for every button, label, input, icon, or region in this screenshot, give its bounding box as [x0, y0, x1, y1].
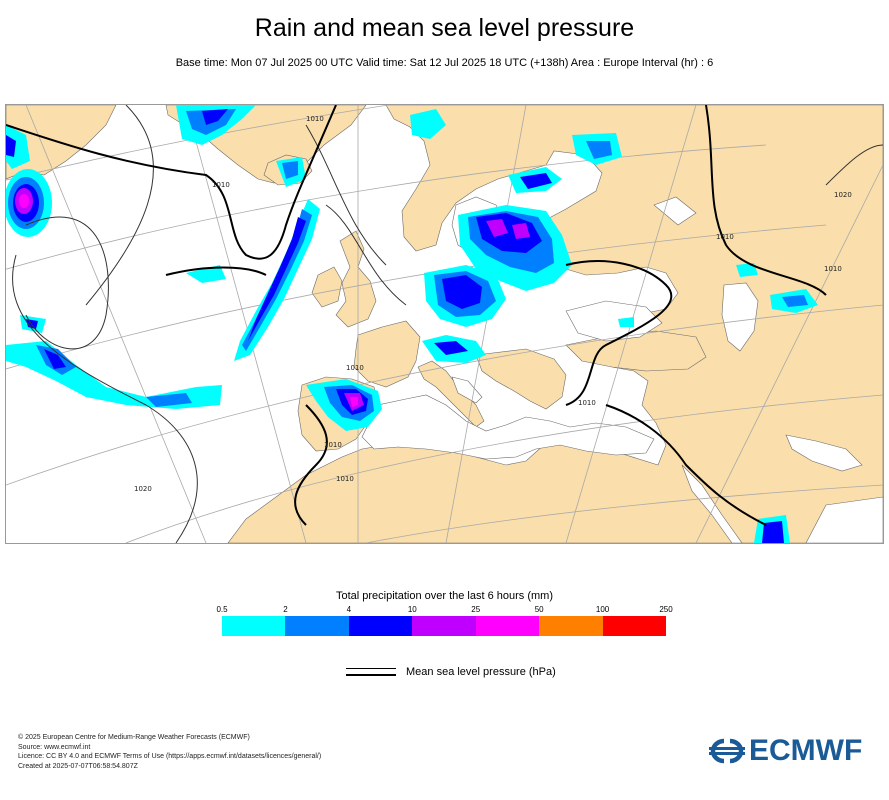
sea-black — [565, 300, 663, 342]
legend-color-segment — [602, 616, 666, 636]
legend-color-segment — [348, 616, 413, 636]
footer-created: Created at 2025-07-07T06:58:54.807Z — [18, 762, 138, 770]
precip-scandinavia — [410, 109, 446, 139]
legend-color-segment — [412, 616, 476, 636]
isobar-label: 1020 — [134, 485, 152, 493]
isobar-label: 1010 — [824, 265, 842, 273]
legend-color-segment — [222, 616, 286, 636]
legend-color-segment — [285, 616, 349, 636]
page-subtitle: Base time: Mon 07 Jul 2025 00 UTC Valid … — [175, 57, 714, 69]
legend-color-segment — [475, 616, 540, 636]
land-france — [353, 320, 421, 388]
precipitation — [6, 105, 818, 543]
isobar-label: 1010 — [306, 115, 324, 123]
legend-tick: 10 — [407, 605, 417, 614]
ecmwf-logo-icon — [709, 738, 745, 764]
legend-tick: 0.5 — [216, 605, 228, 614]
sea-caspian — [721, 282, 759, 352]
isobar-label: 1010 — [324, 441, 342, 449]
isobar-label: 1010 — [212, 181, 230, 189]
sea-red — [681, 464, 743, 543]
legend-colorbar — [222, 616, 666, 636]
legend-tick: 100 — [595, 605, 610, 614]
isobar-label: 1020 — [834, 191, 852, 199]
land-balkans — [475, 348, 567, 410]
legend-ticks: 0.5 2 4 10 25 50 100 250 — [216, 605, 672, 617]
isobar-label: 1010 — [346, 364, 364, 372]
map-svg: 1010 1010 1010 1010 1010 1010 1010 1020 … — [6, 105, 883, 543]
mslp-legend: Mean sea level pressure (hPa) — [346, 664, 556, 680]
legend-tick: 4 — [346, 605, 352, 614]
sea-arabian — [805, 496, 883, 543]
sea-white — [653, 196, 697, 226]
mslp-legend-line — [346, 667, 396, 677]
isobar-labels: 1010 1010 1010 1010 1010 1010 1010 1020 … — [134, 115, 852, 493]
legend-tick: 50 — [534, 605, 544, 614]
sea-adriatic — [451, 376, 483, 404]
map-panel[interactable]: 1010 1010 1010 1010 1010 1010 1010 1020 … — [5, 104, 884, 544]
isobar-label: 1010 — [578, 399, 596, 407]
ecmwf-logo[interactable]: ECMWF — [707, 734, 875, 768]
ecmwf-logo-text: ECMWF — [749, 734, 863, 767]
legend-color-segment — [539, 616, 603, 636]
page-title: Rain and mean sea level pressure — [254, 14, 635, 42]
land-italy — [417, 360, 485, 428]
legend-tick: 250 — [659, 605, 673, 614]
legend-title: Total precipitation over the last 6 hour… — [335, 590, 554, 602]
footer: © 2025 European Centre for Medium-Range … — [18, 733, 321, 771]
footer-licence: Licence: CC BY 4.0 and ECMWF Terms of Us… — [18, 753, 322, 760]
isobar-label: 1010 — [716, 233, 734, 241]
sea-mediterranean — [361, 394, 655, 460]
legend-tick: 2 — [283, 605, 288, 614]
land-great-britain — [335, 230, 377, 328]
land-ireland — [311, 266, 343, 308]
footer-copyright: © 2025 European Centre for Medium-Range … — [18, 734, 250, 741]
legend-tick: 25 — [471, 605, 481, 614]
graticule — [6, 105, 883, 543]
sea-persian-gulf — [785, 434, 863, 472]
mslp-legend-label: Mean sea level pressure (hPa) — [406, 666, 556, 678]
isobars — [6, 105, 883, 543]
footer-source: Source: www.ecmwf.int — [18, 743, 91, 751]
isobar-label: 1010 — [336, 475, 354, 483]
